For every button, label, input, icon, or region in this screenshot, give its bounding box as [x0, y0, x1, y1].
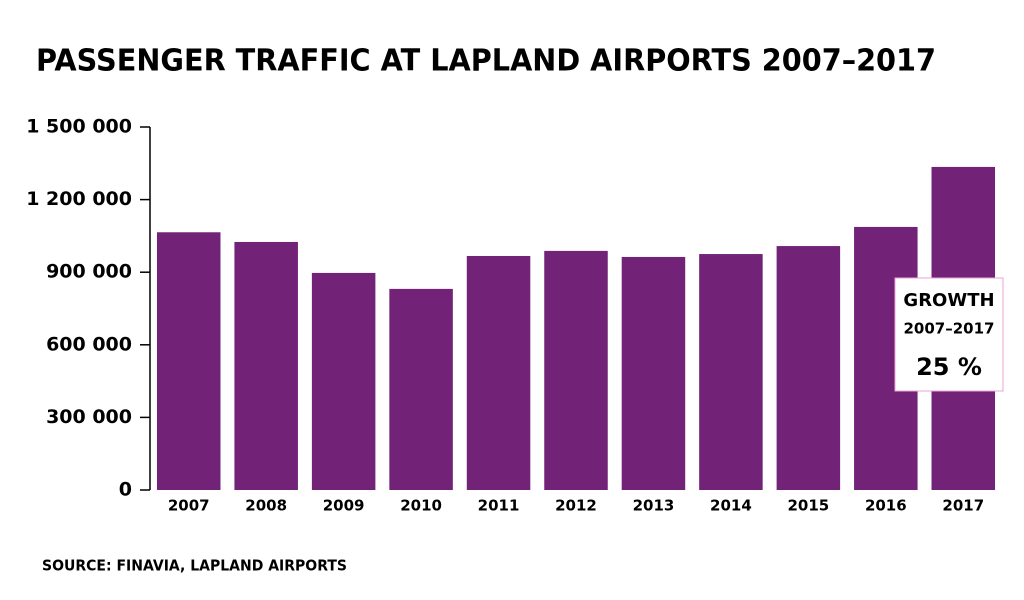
y-tick-label: 300 000: [46, 406, 132, 428]
bar: [234, 241, 298, 490]
x-tick-label: 2016: [865, 497, 907, 515]
bar: [389, 288, 453, 490]
x-tick-label: 2009: [323, 497, 365, 515]
y-tick-label: 1 200 000: [26, 188, 132, 210]
x-tick-label: 2010: [400, 497, 442, 515]
x-tick-label: 2013: [633, 497, 675, 515]
annotation-box: [894, 277, 1004, 392]
x-tick-label: 2017: [942, 497, 984, 515]
x-tick-label: 2011: [478, 497, 520, 515]
y-tick-label: 600 000: [46, 333, 132, 355]
chart-title: PASSENGER TRAFFIC AT LAPLAND AIRPORTS 20…: [36, 44, 936, 79]
annotation-value: 25 %: [916, 353, 982, 381]
x-tick-label: 2012: [555, 497, 597, 515]
x-tick-label: 2015: [787, 497, 829, 515]
x-tick-label: 2008: [245, 497, 287, 515]
source: SOURCE: FINAVIA, LAPLAND AIRPORTS: [42, 557, 347, 575]
bar: [466, 255, 531, 490]
x-tick-label: 2007: [168, 497, 210, 515]
bar: [621, 256, 686, 490]
bar: [776, 246, 841, 490]
bar: [156, 232, 221, 490]
y-tick-label: 1 500 000: [26, 116, 132, 138]
bar: [544, 250, 608, 490]
y-tick-label: 0: [119, 479, 132, 501]
annotation-period: 2007–2017: [904, 320, 995, 338]
annotation-heading: GROWTH: [903, 290, 994, 311]
x-tick-label: 2014: [710, 497, 752, 515]
bar: [311, 272, 376, 490]
y-tick-label: 900 000: [46, 261, 132, 283]
bar: [699, 254, 763, 490]
